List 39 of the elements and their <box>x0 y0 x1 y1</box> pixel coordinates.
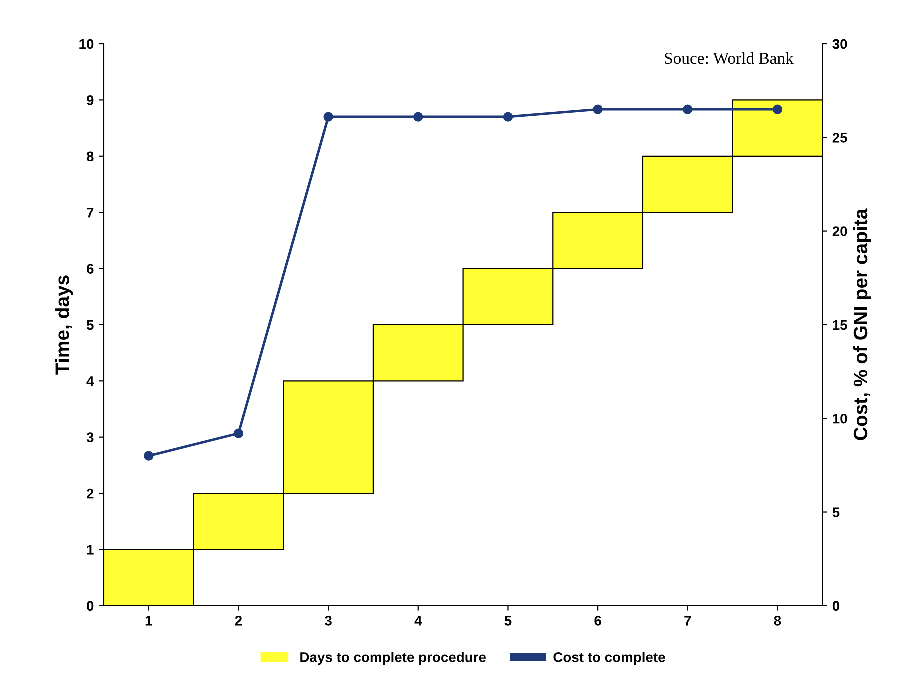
y2-tick-label: 20 <box>832 226 848 236</box>
point <box>593 104 603 114</box>
y-tick-label: 4 <box>86 376 94 386</box>
y-tick-label: 3 <box>86 432 94 443</box>
point <box>503 112 514 122</box>
y2-tick-label: 0 <box>832 601 840 612</box>
legend-label: Cost to complete <box>554 652 666 666</box>
y2-tick-label: 25 <box>832 132 848 143</box>
point <box>414 112 424 122</box>
point <box>234 428 244 438</box>
y2-axis-title: Cost, % of GNI per capita <box>853 208 872 440</box>
y-tick-label: 5 <box>86 320 94 330</box>
legend-label: Days to complete procedure <box>300 652 486 666</box>
y-tick-label: 2 <box>86 488 94 499</box>
x-tick-label: 5 <box>504 616 512 626</box>
x-tick-label: 6 <box>594 616 602 626</box>
y-tick-label: 1 <box>87 545 94 555</box>
point <box>144 451 154 461</box>
y-tick-label: 6 <box>87 264 94 274</box>
y-tick-label: 8 <box>86 152 94 162</box>
x-tick-label: 7 <box>684 616 692 626</box>
x-tick-label: 4 <box>414 616 422 626</box>
y-tick-label: 9 <box>86 96 94 106</box>
annotation: Souce: World Bank <box>665 52 794 64</box>
point <box>324 112 334 122</box>
y-axis-title: Time, days <box>55 276 74 375</box>
y-tick-label: 0 <box>87 601 94 612</box>
x-tick-label: 2 <box>235 616 242 626</box>
y-tick-label: 10 <box>80 39 94 50</box>
point <box>772 104 783 114</box>
y2-tick-label: 5 <box>832 508 840 518</box>
y2-tick-label: 15 <box>833 320 848 330</box>
x-tick-label: 1 <box>146 616 152 626</box>
x-tick-label: 8 <box>774 616 782 626</box>
y-tick-label: 7 <box>87 208 94 218</box>
y2-tick-label: 30 <box>832 39 848 50</box>
x-tick-label: 3 <box>325 616 332 626</box>
y2-tick-label: 10 <box>833 414 848 424</box>
point <box>683 104 693 114</box>
